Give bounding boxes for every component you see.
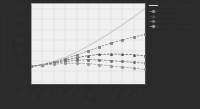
- Curve 1 (highest): [110, 32, 112, 33]
- Curve 3: [132, 54, 135, 55]
- Curve 1 (highest): [53, 61, 55, 62]
- Y-axis label: CO2 concentration
(ppm): CO2 concentration (ppm): [3, 18, 14, 69]
- Curve 1 (highest): [98, 39, 101, 40]
- Curve 1 (highest): [144, 8, 146, 9]
- Line: Curve 5 (lowest): Curve 5 (lowest): [30, 62, 146, 70]
- Curve 4: [75, 60, 78, 61]
- Curve 4: [53, 63, 55, 64]
- Curve 1 (highest): [87, 45, 89, 47]
- Curve 4: [30, 66, 32, 67]
- Curve 4: [121, 61, 123, 62]
- Curve 2: [87, 50, 89, 52]
- Line: Curve 4: Curve 4: [30, 59, 146, 67]
- Curve 2: [132, 36, 135, 38]
- Curve 5 (lowest): [75, 62, 78, 64]
- Curve 3: [64, 60, 66, 61]
- Curve 3: [144, 55, 146, 56]
- Curve 5 (lowest): [121, 66, 123, 68]
- Curve 1 (highest): [64, 57, 66, 58]
- Line: Curve 3: Curve 3: [30, 53, 146, 67]
- Curve 5 (lowest): [144, 69, 146, 70]
- Curve 5 (lowest): [30, 66, 32, 67]
- Curve 4: [98, 59, 101, 60]
- Curve 3: [41, 64, 44, 66]
- Curve 3: [87, 55, 89, 56]
- Line: Curve 2: Curve 2: [30, 34, 146, 67]
- Curve 3: [30, 66, 32, 67]
- Curve 2: [30, 66, 32, 67]
- Curve 5 (lowest): [132, 67, 135, 69]
- Curve 2: [53, 61, 55, 63]
- Curve 2: [75, 54, 78, 56]
- Curve 2: [110, 43, 112, 44]
- Curve 1 (highest): [75, 52, 78, 53]
- Curve 1 (highest): [132, 16, 135, 18]
- Curve 4: [110, 60, 112, 61]
- Curve 2: [64, 58, 66, 59]
- Curve 5 (lowest): [53, 64, 55, 65]
- Curve 1 (highest): [41, 64, 44, 65]
- X-axis label: Year: Year: [82, 101, 94, 106]
- Curve 3: [53, 62, 55, 63]
- Curve 4: [87, 59, 89, 60]
- Curve 5 (lowest): [98, 64, 101, 65]
- Curve 2: [144, 34, 146, 35]
- Curve 4: [41, 64, 44, 66]
- Curve 2: [41, 64, 44, 65]
- Curve 2: [98, 46, 101, 48]
- Curve 4: [64, 61, 66, 62]
- Curve 5 (lowest): [64, 63, 66, 64]
- Curve 5 (lowest): [87, 63, 89, 64]
- Curve 1 (highest): [30, 66, 32, 67]
- Legend: Curve 1 (highest), Curve 2, Curve 3, Curve 4, Curve 5 (lowest): Curve 1 (highest), Curve 2, Curve 3, Cur…: [148, 3, 197, 29]
- Curve 3: [98, 54, 101, 55]
- Curve 3: [75, 57, 78, 58]
- Curve 5 (lowest): [110, 65, 112, 66]
- Curve 4: [132, 62, 135, 63]
- Curve 3: [110, 53, 112, 55]
- Curve 1 (highest): [121, 24, 123, 26]
- Curve 5 (lowest): [41, 65, 44, 66]
- Curve 4: [144, 62, 146, 64]
- Curve 3: [121, 54, 123, 55]
- Line: Curve 1 (highest): Curve 1 (highest): [31, 9, 145, 66]
- Curve 2: [121, 39, 123, 41]
